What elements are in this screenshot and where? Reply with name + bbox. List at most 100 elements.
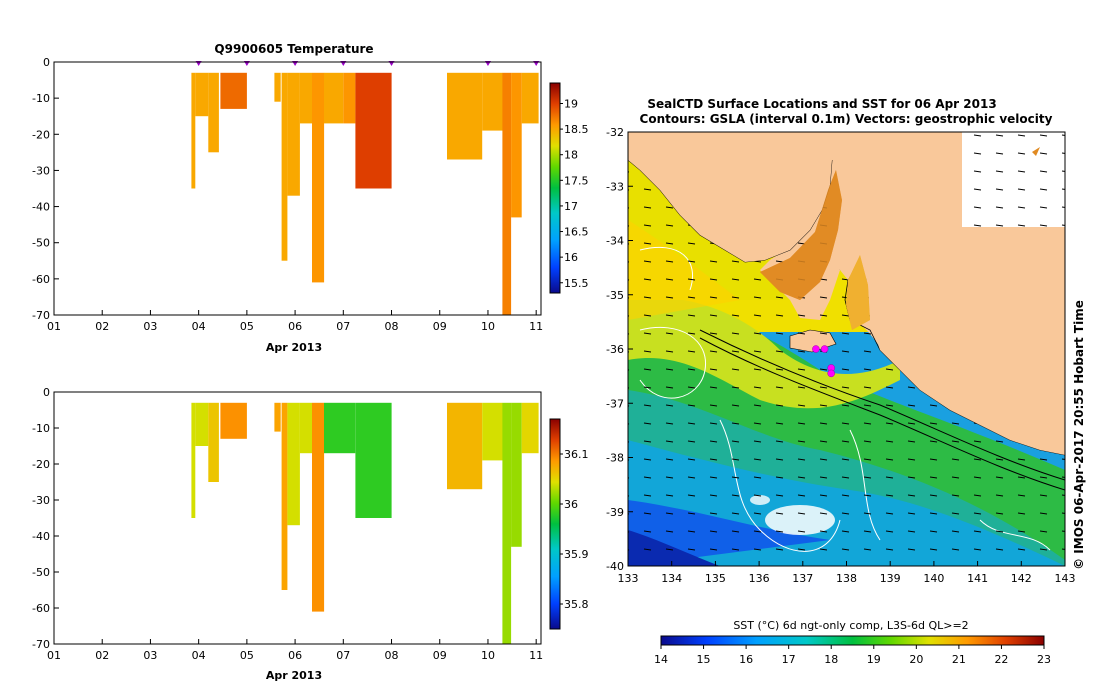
- profile-cell: [312, 72, 325, 283]
- y-tick-label: -10: [32, 92, 50, 105]
- x-tick-label: 08: [385, 320, 399, 333]
- x-tick-label: 02: [95, 649, 109, 662]
- colorbar-tick-label: 36: [564, 498, 578, 511]
- profile-cell: [208, 402, 219, 482]
- map-longitude-axis: 133 134 135 136 137 138 139 140 141 142 143: [618, 561, 1076, 585]
- sst-colorbar-tick-label: 17: [782, 653, 796, 666]
- salinity-profiles: [191, 402, 539, 644]
- x-tick-label: 04: [192, 320, 206, 333]
- lon-tick-label: 133: [618, 572, 639, 585]
- temperature-xlabel: Apr 2013: [266, 341, 322, 354]
- profile-cell: [511, 402, 522, 547]
- colorbar-tick-label: 36.1: [564, 448, 589, 461]
- profile-cell: [281, 72, 288, 261]
- profile-cell: [220, 72, 247, 109]
- colorbar-tick-label: 35.9: [564, 548, 589, 561]
- profile-cell: [195, 402, 209, 446]
- profile-cell: [447, 72, 483, 160]
- x-tick-label: 09: [433, 649, 447, 662]
- seal-ctd-locations: [812, 345, 835, 378]
- profile-cell: [482, 402, 503, 461]
- profile-cell: [312, 402, 325, 612]
- lon-tick-label: 134: [661, 572, 682, 585]
- sst-colorbar-tick-label: 22: [994, 653, 1008, 666]
- lat-tick-label: -36: [606, 343, 624, 356]
- salinity-y-axis: 0 -10 -20 -30 -40 -50 -60 -70: [32, 386, 59, 651]
- x-tick-label: 07: [336, 320, 350, 333]
- sst-map-panel: SealCTD Surface Locations and SST for 06…: [606, 97, 1086, 666]
- x-tick-label: 05: [240, 320, 254, 333]
- sst-colorbar-tick-label: 14: [654, 653, 668, 666]
- profile-cell: [343, 72, 356, 124]
- profile-cell: [502, 72, 512, 315]
- y-tick-label: -50: [32, 566, 50, 579]
- colorbar-tick-label: 16: [564, 251, 578, 264]
- sst-colorbar-tick-label: 20: [909, 653, 923, 666]
- lat-tick-label: -39: [606, 506, 624, 519]
- x-tick-label: 01: [47, 320, 61, 333]
- profile-cell: [355, 72, 392, 189]
- profile-cell: [274, 72, 281, 102]
- x-tick-label: 06: [288, 649, 302, 662]
- colorbar-tick-label: 35.8: [564, 598, 589, 611]
- x-tick-label: 08: [385, 649, 399, 662]
- colorbar-tick-label: 17.5: [564, 174, 589, 187]
- temperature-x-axis: 01 02 03 04 05 06 07 08 09 10 11: [47, 310, 543, 333]
- profile-cell: [191, 402, 196, 518]
- lat-tick-label: -34: [606, 235, 624, 248]
- y-tick-label: -20: [32, 458, 50, 471]
- x-tick-label: 09: [433, 320, 447, 333]
- lat-tick-label: -40: [606, 560, 624, 573]
- x-tick-label: 03: [143, 649, 157, 662]
- y-tick-label: -60: [32, 602, 50, 615]
- lon-tick-label: 135: [705, 572, 726, 585]
- x-tick-label: 10: [481, 320, 495, 333]
- imos-credit: © IMOS 06-Apr-2017 20:55 Hobart Time: [1072, 300, 1086, 570]
- x-tick-label: 11: [529, 320, 543, 333]
- surface-location-marker: [827, 369, 835, 378]
- surface-location-marker: [820, 345, 829, 353]
- profile-cell: [502, 402, 512, 644]
- map-title-line1: SealCTD Surface Locations and SST for 06…: [647, 97, 996, 111]
- colorbar-tick-label: 16.5: [564, 226, 589, 239]
- profile-cell: [521, 402, 539, 454]
- y-tick-label: -10: [32, 422, 50, 435]
- lon-tick-label: 143: [1055, 572, 1076, 585]
- lon-tick-label: 136: [749, 572, 770, 585]
- sst-map: [628, 132, 1065, 566]
- lon-tick-label: 142: [1011, 572, 1032, 585]
- y-tick-label: -30: [32, 494, 50, 507]
- surface-location-marker: [812, 345, 820, 353]
- x-tick-label: 04: [192, 649, 206, 662]
- colorbar-tick-label: 19: [564, 97, 578, 110]
- temperature-colorbar-ticks: 15.5 16 16.5 17 17.5 18 18.5 19: [560, 97, 589, 290]
- profile-cell: [299, 72, 312, 124]
- y-tick-label: -40: [32, 530, 50, 543]
- x-tick-label: 10: [481, 649, 495, 662]
- lon-tick-label: 138: [836, 572, 857, 585]
- sst-colorbar: [660, 635, 1045, 646]
- y-tick-label: -30: [32, 164, 50, 177]
- salinity-plot-frame: [53, 391, 542, 645]
- lon-tick-label: 139: [880, 572, 901, 585]
- colorbar-tick-label: 18.5: [564, 123, 589, 136]
- y-tick-label: -40: [32, 201, 50, 214]
- temperature-title: Q9900605 Temperature: [214, 42, 373, 56]
- x-tick-label: 07: [336, 649, 350, 662]
- sst-colorbar-tick-label: 19: [867, 653, 881, 666]
- colorbar-tick-label: 15.5: [564, 277, 589, 290]
- x-tick-label: 01: [47, 649, 61, 662]
- sst-colorbar-tick-label: 15: [697, 653, 711, 666]
- y-tick-label: -20: [32, 128, 50, 141]
- x-tick-label: 06: [288, 320, 302, 333]
- profile-cell: [281, 402, 288, 590]
- y-tick-label: -70: [32, 309, 50, 322]
- map-title-line2: Contours: GSLA (interval 0.1m) Vectors: …: [640, 112, 1053, 126]
- profile-cell: [287, 402, 300, 526]
- sst-colorbar-tick-label: 21: [952, 653, 966, 666]
- x-tick-label: 11: [529, 649, 543, 662]
- sst-colorbar-tick-label: 23: [1037, 653, 1051, 666]
- profile-cell: [511, 72, 522, 218]
- profile-cell: [274, 402, 281, 432]
